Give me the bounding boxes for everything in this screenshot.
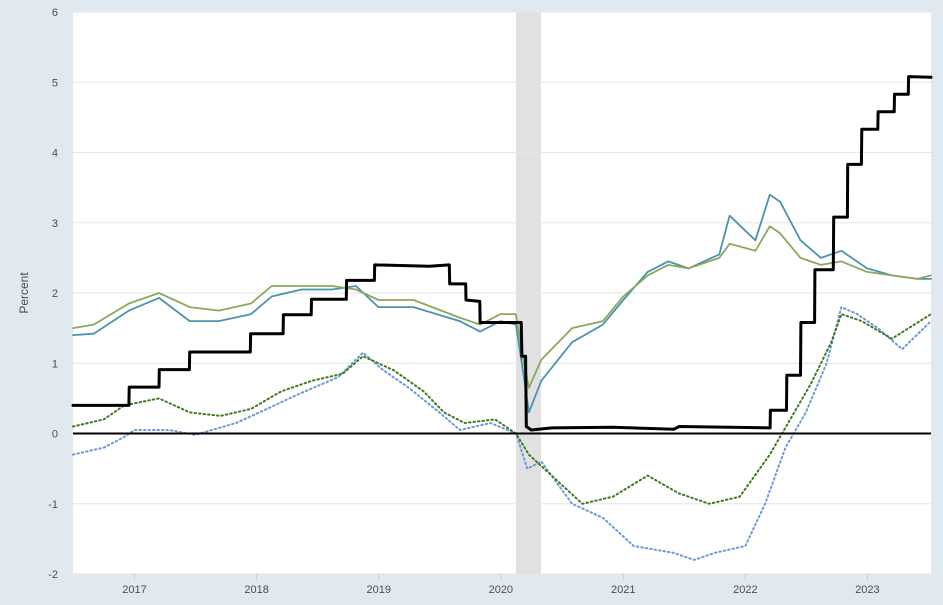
x-tick-label: 2023	[855, 584, 879, 596]
y-tick-label: 1	[52, 358, 58, 370]
y-tick-label: 5	[52, 77, 58, 89]
x-tick-label: 2022	[733, 584, 757, 596]
y-tick-label: 2	[52, 288, 58, 300]
y-tick-label: -1	[48, 499, 58, 511]
x-tick-label: 2020	[489, 584, 513, 596]
y-tick-label: 4	[52, 148, 58, 160]
x-tick-label: 2018	[244, 584, 268, 596]
y-tick-label: 3	[52, 218, 58, 230]
x-tick-label: 2019	[366, 584, 390, 596]
series-line-1	[71, 75, 933, 432]
x-tick-label: 2017	[122, 584, 146, 596]
series-line-4	[72, 306, 932, 561]
series-line-2	[72, 193, 932, 414]
y-tick-label: -2	[48, 569, 58, 581]
x-tick-label: 2021	[611, 584, 635, 596]
series-line-3	[72, 225, 932, 389]
y-tick-label: 6	[52, 7, 58, 19]
y-axis-label: Percent	[17, 272, 31, 314]
y-tick-label: 0	[52, 429, 58, 441]
